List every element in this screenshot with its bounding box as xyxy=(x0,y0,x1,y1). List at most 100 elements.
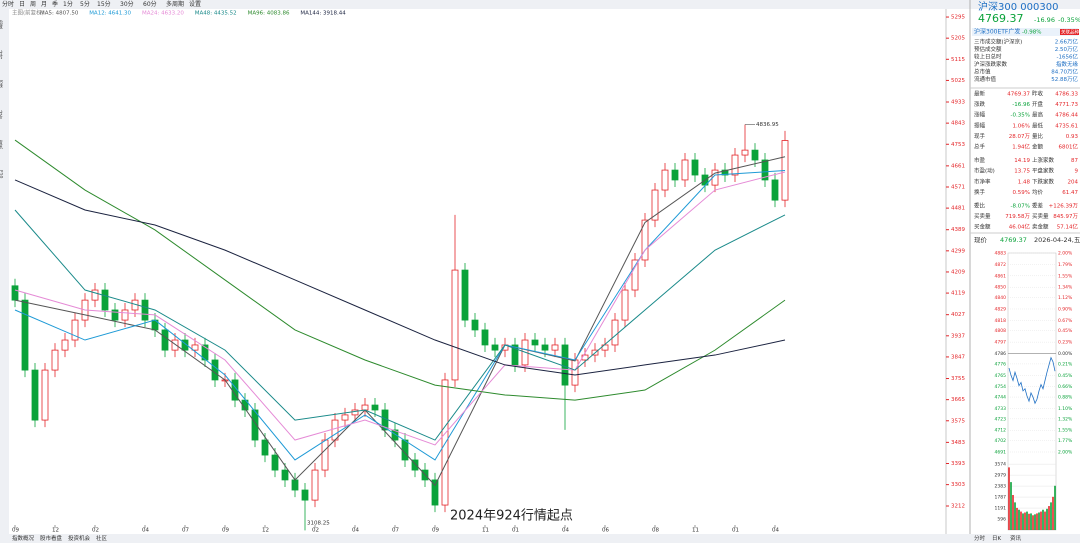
toolbar-button[interactable]: 5分 xyxy=(80,0,90,8)
volume-bar xyxy=(1024,512,1026,530)
x-tick-label: 12 xyxy=(262,528,269,534)
y-tick-label: 4661 xyxy=(951,163,965,169)
toolbar-button[interactable]: 季 xyxy=(52,0,58,8)
stat-label: 最新 xyxy=(974,90,986,98)
candle-body xyxy=(301,489,309,501)
panel-pct: -0.35% xyxy=(1058,16,1080,24)
volume-bar xyxy=(1054,485,1056,530)
toolbar-button[interactable]: 设置 xyxy=(189,0,201,8)
ma-line xyxy=(14,209,786,441)
volume-bar xyxy=(1032,515,1034,530)
x-tick-label: 01 xyxy=(732,528,739,534)
stat-label: 振幅 xyxy=(974,121,986,129)
x-tick-label: 02 xyxy=(92,528,99,534)
side-bar xyxy=(0,9,9,534)
intraday-pct-label: 0.90% xyxy=(1058,306,1073,312)
toolbar-button[interactable]: 月 xyxy=(41,1,47,8)
toolbar-button[interactable]: 多周期 xyxy=(166,0,184,8)
candle-body xyxy=(91,289,99,301)
stat-label: 均价 xyxy=(1032,188,1044,196)
legend-entry: MA144: 3918.44 xyxy=(300,11,346,17)
stat-label: 委比 xyxy=(974,202,986,210)
intraday-price-label: 4797 xyxy=(995,340,1007,346)
y-tick-label: 4299 xyxy=(951,248,965,254)
toolbar-button[interactable]: 15分 xyxy=(97,0,111,8)
candle-body xyxy=(541,344,549,351)
intraday-pct-label: 1.79% xyxy=(1058,262,1073,268)
candle-body xyxy=(351,409,359,416)
toolbar-button[interactable]: 60分 xyxy=(143,0,157,8)
stat-value: 13.75 xyxy=(1014,169,1030,175)
y-tick-label: 3937 xyxy=(951,333,965,339)
intraday-pct-label: 1.77% xyxy=(1058,438,1073,444)
intraday-pct-label: 0.66% xyxy=(1058,384,1073,390)
volume-bar xyxy=(1036,513,1038,530)
stat-label: 量比 xyxy=(1032,132,1044,140)
volume-bar xyxy=(1014,502,1016,530)
intraday-pct-label: 2.00% xyxy=(1058,251,1073,257)
stat-label: 卖金额 xyxy=(1032,223,1049,231)
stat-value: 0.93 xyxy=(1066,134,1079,140)
candle-body xyxy=(121,309,129,321)
candle-body xyxy=(631,259,639,291)
intraday-price-label: 4861 xyxy=(995,273,1007,279)
candle-body xyxy=(471,319,479,331)
intraday-price-label: 4808 xyxy=(995,328,1007,334)
candle-body xyxy=(391,429,399,441)
intraday-price-label: 4744 xyxy=(995,395,1007,401)
candle-body xyxy=(721,169,729,176)
toolbar-button[interactable]: 周 xyxy=(30,1,36,8)
y-tick-label: 3847 xyxy=(951,354,965,360)
stat-value: 9 xyxy=(1075,169,1079,175)
stat-value: 4786.33 xyxy=(1055,92,1078,98)
info-value: -1656亿 xyxy=(1057,53,1079,61)
volume-bar xyxy=(1040,511,1042,530)
bottom-tab: 社区 xyxy=(96,534,108,542)
stat-value: 46.04亿 xyxy=(1009,223,1031,231)
candle-body xyxy=(211,359,219,381)
toolbar-button[interactable]: 30分 xyxy=(120,0,134,8)
legend-entry: MA96: 4083.86 xyxy=(248,11,290,17)
intraday-price-label: 4818 xyxy=(995,318,1007,324)
x-tick-label: 09 xyxy=(222,528,229,534)
toolbar-button[interactable]: 分时 xyxy=(2,0,14,8)
stat-value: 14.19 xyxy=(1014,158,1030,164)
volume-bar xyxy=(1044,511,1046,530)
panel-change: -16.96 xyxy=(1034,16,1055,24)
volume-bar xyxy=(1048,506,1050,530)
volume-tick-label: 2979 xyxy=(995,473,1007,479)
intraday-pct-label: 1.55% xyxy=(1058,273,1073,279)
stat-label: 委差 xyxy=(1032,202,1044,210)
y-tick-label: 5115 xyxy=(951,57,965,63)
y-tick-label: 4481 xyxy=(951,206,965,212)
y-tick-label: 4753 xyxy=(951,142,965,148)
intraday-pct-label: 1.10% xyxy=(1058,406,1073,412)
stat-label: 最高 xyxy=(1032,111,1044,119)
toolbar-button[interactable]: 日 xyxy=(19,1,25,8)
stat-label: 涨跌 xyxy=(974,100,986,108)
intraday-price-label: 4872 xyxy=(995,262,1007,268)
stat-label: 上涨家数 xyxy=(1032,156,1055,164)
caption: 2024年924行情起点 xyxy=(450,509,573,524)
candle-body xyxy=(311,469,319,501)
side-tab: K线 xyxy=(0,80,4,88)
volume-bar xyxy=(1030,513,1032,530)
toolbar-button[interactable]: 1分 xyxy=(63,0,73,8)
candle-body xyxy=(291,479,299,491)
stat-label: 最低 xyxy=(1032,121,1044,129)
y-tick-label: 4119 xyxy=(951,291,965,297)
ma-line xyxy=(14,171,786,446)
candle-body xyxy=(111,309,119,321)
now-price: 4769.37 xyxy=(1000,236,1027,244)
y-tick-label: 3755 xyxy=(951,376,965,382)
side-tab: F10 xyxy=(0,170,4,178)
candle-body xyxy=(681,159,689,181)
ma-line xyxy=(14,179,786,376)
candle-body xyxy=(441,379,449,506)
candle-body xyxy=(361,404,369,411)
y-tick-label: 5205 xyxy=(951,36,965,42)
x-tick-label: 11 xyxy=(482,528,489,534)
x-tick-label: 06 xyxy=(602,528,609,534)
y-tick-label: 4209 xyxy=(951,269,965,275)
